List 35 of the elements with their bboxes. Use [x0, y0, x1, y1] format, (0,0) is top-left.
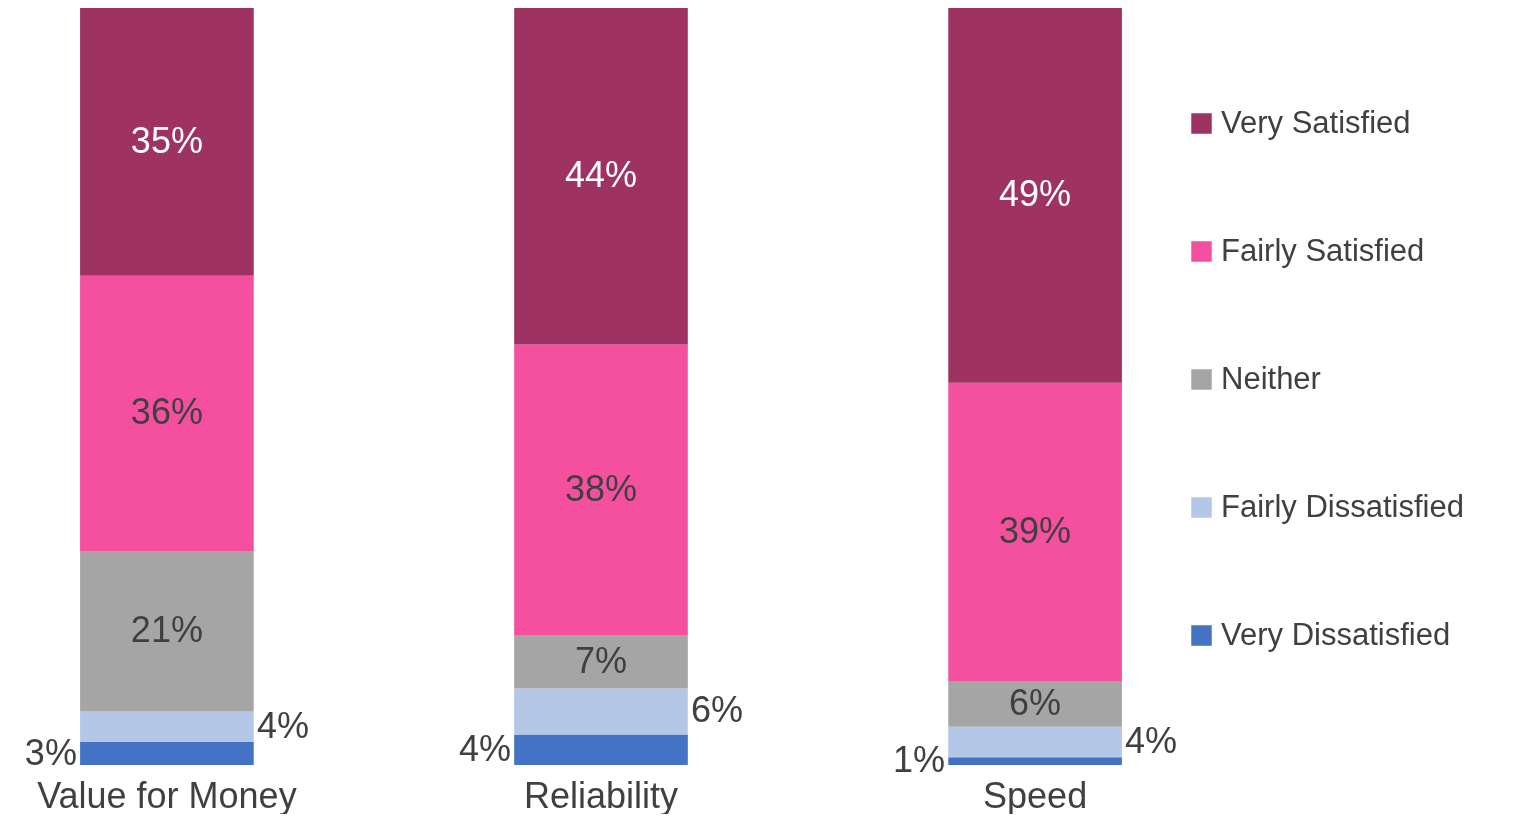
- bar: [80, 275, 254, 551]
- legend-label: Fairly Dissatisfied: [1221, 488, 1464, 524]
- data-label: 3%: [24, 731, 77, 773]
- bar: [514, 688, 688, 735]
- bar: [514, 734, 688, 765]
- legend-label: Fairly Satisfied: [1221, 232, 1425, 268]
- data-label: 7%: [574, 639, 628, 681]
- data-label: 6%: [691, 689, 744, 731]
- bar: [948, 8, 1122, 383]
- bar: [514, 635, 688, 689]
- bar: [80, 550, 254, 712]
- data-label: 49%: [999, 173, 1072, 215]
- legend-label: Very Satisfied: [1221, 104, 1411, 140]
- bar: [514, 8, 688, 345]
- bar: [80, 742, 254, 765]
- bar: [514, 344, 688, 636]
- data-label: 44%: [564, 154, 638, 196]
- legend-label: Neither: [1221, 360, 1321, 396]
- data-label: 4%: [256, 704, 309, 746]
- data-label: 4%: [1125, 720, 1178, 762]
- data-label: 6%: [1009, 681, 1062, 723]
- data-label: 35%: [130, 119, 203, 161]
- data-label: 39%: [999, 509, 1072, 551]
- data-label: 1%: [893, 739, 946, 781]
- bar: [80, 8, 254, 276]
- legend-label: Very Dissatisfied: [1221, 616, 1451, 652]
- data-label: 36%: [130, 391, 203, 433]
- bar: [948, 382, 1122, 681]
- bar: [948, 757, 1122, 765]
- data-label: 4%: [458, 727, 511, 769]
- bar: [80, 711, 254, 743]
- bar: [948, 680, 1122, 727]
- data-label: 38%: [564, 467, 638, 509]
- data-label: 21%: [130, 609, 203, 651]
- bar: [948, 726, 1122, 758]
